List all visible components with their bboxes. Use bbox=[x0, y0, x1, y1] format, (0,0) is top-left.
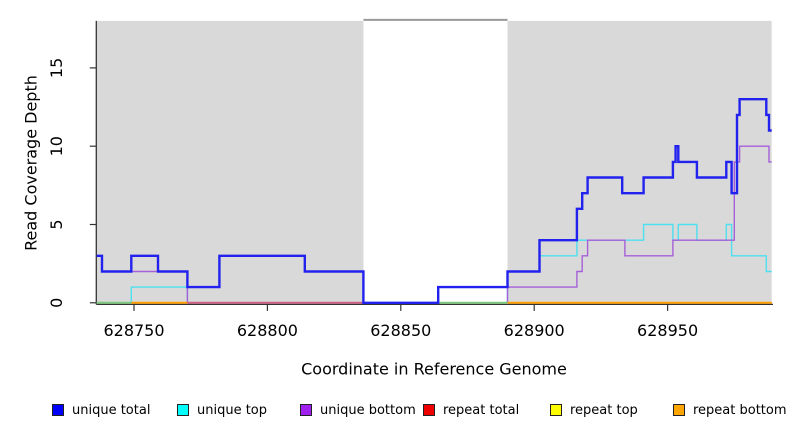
legend-item-unique-bottom: unique bottom bbox=[300, 401, 416, 419]
shaded-band bbox=[96, 20, 364, 305]
series-line-unique-bottom bbox=[96, 145, 772, 304]
y-tick-label: 15 bbox=[47, 58, 66, 78]
legend-label: unique top bbox=[197, 402, 268, 418]
x-tick-label: 628800 bbox=[237, 321, 298, 340]
legend-label: repeat total bbox=[443, 402, 520, 418]
legend-item-unique-total: unique total bbox=[52, 401, 150, 419]
legend-swatch-repeat-top bbox=[550, 404, 562, 416]
legend-swatch-unique-top bbox=[177, 404, 189, 416]
legend-item-unique-top: unique top bbox=[177, 401, 267, 419]
x-tick-label: 628950 bbox=[637, 321, 698, 340]
legend: unique total unique top unique bottom repea… bbox=[0, 401, 792, 421]
series-line-unique-total bbox=[96, 98, 772, 304]
x-tick-label: 628750 bbox=[103, 321, 164, 340]
legend-label: repeat top bbox=[570, 402, 638, 418]
y-tick-label: 5 bbox=[47, 219, 66, 229]
legend-item-repeat-top: repeat top bbox=[550, 401, 638, 419]
legend-swatch-repeat-bottom bbox=[673, 404, 685, 416]
legend-label: unique total bbox=[72, 402, 151, 418]
legend-swatch-repeat-total bbox=[423, 404, 435, 416]
legend-swatch-unique-bottom bbox=[300, 404, 312, 416]
legend-label: unique bottom bbox=[320, 402, 416, 418]
y-tick-label: 10 bbox=[47, 136, 66, 156]
legend-item-repeat-bottom: repeat bottom bbox=[673, 401, 787, 419]
legend-swatch-unique-total bbox=[52, 404, 64, 416]
x-axis-title: Coordinate in Reference Genome bbox=[301, 359, 567, 379]
y-tick-label: 0 bbox=[47, 298, 66, 308]
y-axis-title: Read Coverage Depth bbox=[21, 75, 41, 251]
legend-label: repeat bottom bbox=[693, 402, 787, 418]
x-tick-label: 628900 bbox=[504, 321, 565, 340]
legend-item-repeat-total: repeat total bbox=[423, 401, 519, 419]
x-tick-label: 628850 bbox=[370, 321, 431, 340]
